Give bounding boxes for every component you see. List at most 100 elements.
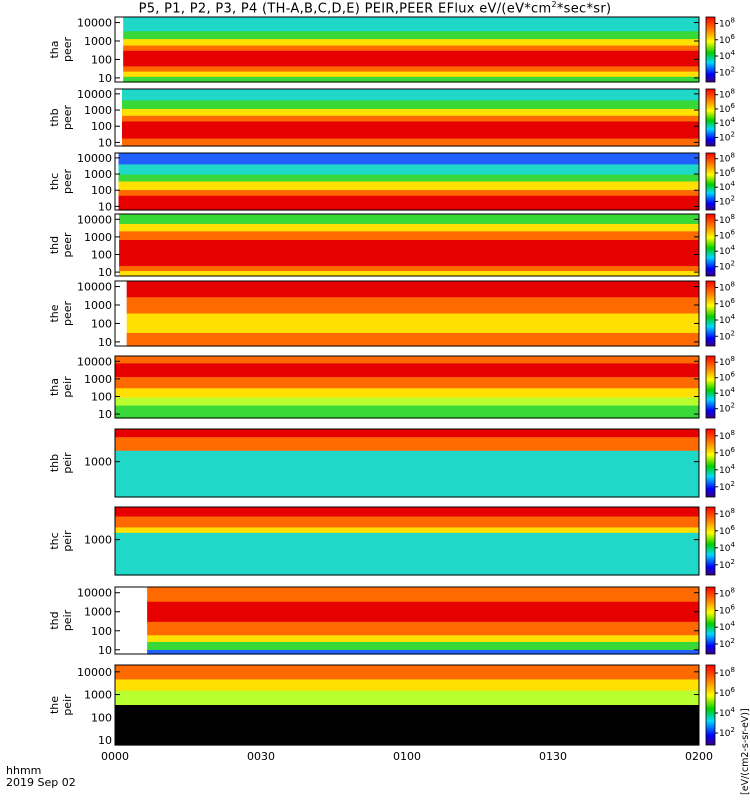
- flux-band: [122, 89, 700, 101]
- panel-probe-label: thd: [48, 611, 61, 629]
- y-tick-label: 1000: [84, 168, 112, 181]
- colorbar-tick-label: 106: [719, 686, 735, 699]
- y-tick-label: 1000: [84, 35, 112, 48]
- time-axis-label: hhmm: [6, 764, 42, 777]
- panel-frame: [114, 16, 700, 83]
- colorbar-tick-label: 104: [719, 313, 735, 326]
- flux-band: [119, 271, 699, 277]
- y-tick-label: 1000: [84, 231, 112, 244]
- colorbar: [705, 428, 716, 498]
- flux-band: [115, 388, 699, 399]
- y-tick-label: 100: [91, 184, 112, 197]
- colorbar-unit-label: [eV/(cm2-s-sr-eV)]: [740, 708, 750, 795]
- panel-thb-peir: thb peir 1000 102 104 106 108: [48, 428, 735, 498]
- panel-species-label: peir: [61, 694, 74, 716]
- flux-band: [115, 429, 699, 438]
- flux-band: [115, 516, 699, 528]
- flux-band: [115, 690, 699, 706]
- flux-band: [119, 266, 699, 272]
- colorbar-tick-label: 104: [719, 620, 735, 633]
- colorbar-tick-label: 104: [719, 541, 735, 554]
- flux-band: [123, 17, 699, 32]
- x-tick-label: 0100: [393, 750, 421, 763]
- panel-species-label: peer: [61, 169, 74, 195]
- flux-band: [115, 527, 699, 534]
- colorbar: [705, 664, 716, 746]
- colorbar-tick-label: 108: [719, 355, 735, 368]
- panel-probe-label: the: [48, 696, 61, 714]
- colorbar-tick-label: 108: [719, 587, 735, 600]
- flux-band: [122, 108, 700, 117]
- flux-band: [147, 641, 699, 651]
- y-tick-label: 1000: [84, 104, 112, 117]
- colorbar-tick-label: 102: [719, 65, 735, 78]
- colorbar-tick-label: 102: [719, 194, 735, 207]
- flux-band: [123, 71, 699, 78]
- y-tick-label: 100: [91, 625, 112, 638]
- panel-species-label: peir: [61, 452, 74, 474]
- flux-band: [115, 665, 699, 680]
- colorbar-tick-label: 106: [719, 524, 735, 537]
- colorbar-tick-label: 104: [719, 244, 735, 257]
- flux-band: [147, 621, 699, 636]
- panel-species-label: peer: [61, 37, 74, 63]
- y-tick-label: 100: [91, 248, 112, 261]
- flux-band: [126, 333, 700, 347]
- colorbar-tick-label: 106: [719, 102, 735, 115]
- colorbar: [705, 88, 716, 147]
- y-tick-label: 100: [91, 120, 112, 133]
- flux-band: [115, 405, 699, 419]
- colorbar-tick-label: 106: [719, 33, 735, 46]
- colorbar: [705, 213, 716, 277]
- panel-the-peir: the peir 10 100 1000 10000 102 104 106 108: [48, 664, 735, 747]
- flux-band: [118, 174, 699, 183]
- y-tick-label: 10000: [77, 17, 112, 30]
- colorbar-tick-label: 104: [719, 463, 735, 476]
- colorbar-tick-label: 102: [719, 480, 735, 493]
- flux-band: [118, 181, 699, 191]
- colorbar-tick-label: 104: [719, 116, 735, 129]
- flux-band: [119, 231, 699, 241]
- colorbar-tick-label: 108: [719, 507, 735, 520]
- y-tick-label: 1000: [84, 606, 112, 619]
- colorbar-tick-label: 104: [719, 386, 735, 399]
- flux-band: [123, 50, 699, 67]
- panel-the-peer: the peer 10 100 1000 10000 102 104 106 108: [48, 280, 735, 349]
- flux-band: [119, 214, 699, 225]
- colorbar-tick-label: 104: [719, 49, 735, 62]
- colorbar-tick-label: 108: [719, 281, 735, 294]
- colorbar-tick-label: 102: [719, 402, 735, 415]
- y-tick-label: 10000: [77, 213, 112, 226]
- flux-band: [115, 532, 699, 576]
- x-tick-label: 0030: [247, 750, 275, 763]
- x-tick-label: 0130: [539, 750, 567, 763]
- colorbar-tick-label: 106: [719, 297, 735, 310]
- colorbar-tick-label: 102: [719, 130, 735, 143]
- flux-band: [115, 377, 699, 389]
- y-tick-label: 10: [98, 136, 112, 149]
- colorbar-tick-label: 104: [719, 706, 735, 719]
- flux-band: [115, 437, 699, 452]
- panel-probe-label: tha: [48, 40, 61, 58]
- y-tick-label: 1000: [84, 456, 112, 469]
- colorbar-tick-label: 102: [719, 637, 735, 650]
- y-tick-label: 10000: [77, 281, 112, 294]
- colorbar-tick-label: 102: [719, 558, 735, 571]
- y-tick-label: 10: [98, 72, 112, 85]
- flux-band: [115, 363, 699, 378]
- colorbar-tick-label: 106: [719, 446, 735, 459]
- y-tick-label: 10: [98, 266, 112, 279]
- panel-tha-peer: tha peer 10 100 1000 10000 102 104 106 108: [48, 16, 735, 85]
- y-tick-label: 100: [91, 317, 112, 330]
- colorbar-tick-label: 102: [719, 329, 735, 342]
- colorbar-tick-label: 108: [719, 429, 735, 442]
- flux-band: [118, 164, 699, 176]
- flux-band: [123, 45, 699, 52]
- flux-band: [115, 356, 699, 365]
- flux-band: [118, 190, 699, 197]
- flux-band: [115, 679, 699, 692]
- y-tick-label: 1000: [84, 373, 112, 386]
- panel-thd-peer: thd peer 10 100 1000 10000 102 104 106 108: [48, 213, 735, 279]
- panel-frame: [114, 586, 700, 655]
